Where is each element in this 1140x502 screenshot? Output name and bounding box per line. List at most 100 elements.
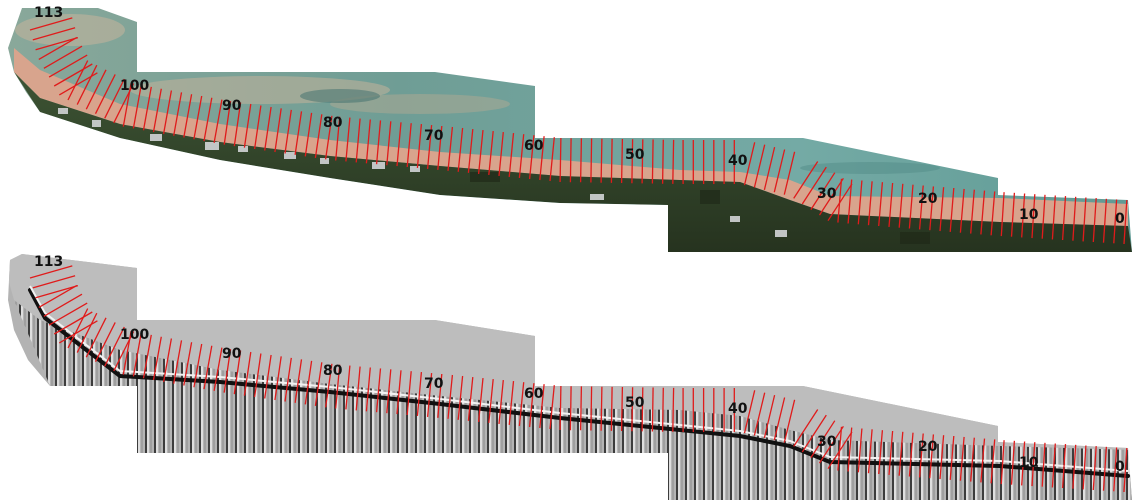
transect-line xyxy=(48,54,88,78)
transect-label: 90 xyxy=(222,346,242,362)
vegetation-band xyxy=(14,72,1132,252)
transect-line xyxy=(793,161,819,199)
transect-line xyxy=(335,116,341,161)
transect-line xyxy=(773,149,786,193)
transect-line xyxy=(631,387,634,432)
transect-line xyxy=(773,397,786,441)
transect-line xyxy=(233,350,242,395)
transect-line xyxy=(918,433,924,478)
transect-line xyxy=(1102,198,1108,243)
transect-line xyxy=(264,354,272,399)
transect-line xyxy=(213,99,223,144)
hillshade-panel xyxy=(8,254,1132,500)
transect-line xyxy=(447,374,454,419)
transect-line xyxy=(104,326,125,367)
transect-line xyxy=(837,426,843,471)
transect-line xyxy=(253,353,262,398)
transect-label: 30 xyxy=(817,434,837,450)
transect-label: 50 xyxy=(625,395,645,411)
transect-line xyxy=(857,428,863,473)
transect-line xyxy=(990,439,996,484)
transects-top xyxy=(29,17,1128,245)
transect-line xyxy=(559,385,562,431)
transect-line xyxy=(426,373,433,417)
transect-label: 40 xyxy=(728,153,748,169)
transect-line xyxy=(437,373,443,418)
transect-line xyxy=(1031,442,1036,487)
transect-line xyxy=(233,102,242,147)
transect-line xyxy=(498,380,504,424)
transect-label: 20 xyxy=(918,191,938,207)
transect-line xyxy=(1010,440,1016,485)
transect-label: 60 xyxy=(524,138,544,154)
transect-line xyxy=(193,343,203,388)
transect-line xyxy=(949,187,955,232)
transect-line xyxy=(35,284,79,299)
transect-line xyxy=(631,139,634,184)
transect-line xyxy=(243,351,252,396)
transect-line xyxy=(1082,445,1087,490)
transect-line xyxy=(898,431,904,476)
transect-line xyxy=(85,69,107,110)
transect-line xyxy=(1041,194,1046,239)
transect-line xyxy=(743,142,756,186)
transects-bottom xyxy=(29,265,1128,493)
transect-line xyxy=(94,74,116,114)
transect-line xyxy=(193,95,203,140)
transect-line xyxy=(753,144,766,188)
transect-line xyxy=(641,387,644,432)
transect-line xyxy=(32,275,76,289)
transect-labels-top: 113 100 90 80 70 60 50 40 30 20 10 0 xyxy=(34,5,1125,227)
transect-line xyxy=(162,90,173,135)
transect-label: 70 xyxy=(424,376,444,392)
transect-line xyxy=(477,378,484,422)
transect-line xyxy=(1113,447,1118,492)
transect-line xyxy=(243,103,252,148)
transect-line xyxy=(1031,194,1036,239)
transect-line xyxy=(67,308,89,349)
transect-line xyxy=(818,177,844,216)
transect-line xyxy=(396,370,402,415)
shallow-water-patch xyxy=(15,14,125,46)
transect-line xyxy=(980,438,986,483)
transect-line xyxy=(1051,443,1056,488)
transect-line xyxy=(1123,200,1128,245)
transect-line xyxy=(365,119,371,164)
transect-line xyxy=(223,349,232,393)
transect-line xyxy=(457,127,464,172)
transect-line xyxy=(355,366,361,411)
beach-sand xyxy=(14,48,1128,226)
transect-line xyxy=(416,372,423,416)
transect-line xyxy=(888,182,894,227)
transect-line xyxy=(970,437,975,482)
orthophoto-panel xyxy=(8,8,1132,252)
transect-line xyxy=(827,183,853,222)
transect-line xyxy=(173,340,183,384)
transect-line xyxy=(142,334,152,379)
transect-label: 10 xyxy=(1019,207,1039,223)
transect-line xyxy=(264,106,272,151)
transect-label: 100 xyxy=(120,327,149,343)
transect-line xyxy=(488,379,494,423)
transect-line xyxy=(274,356,282,401)
transect-line xyxy=(579,138,583,183)
transect-line xyxy=(939,435,945,480)
transect-line xyxy=(488,131,494,175)
transect-line xyxy=(857,180,863,225)
transect-line xyxy=(314,362,323,406)
transect-line xyxy=(67,60,89,101)
transect-line xyxy=(528,135,535,180)
transect-line xyxy=(672,387,675,432)
transect-line xyxy=(113,331,135,372)
transect-label: 20 xyxy=(918,439,938,455)
transect-line xyxy=(386,121,392,166)
transect-line xyxy=(132,84,142,129)
transect-line xyxy=(294,111,303,155)
transect-line xyxy=(104,78,125,119)
transect-line xyxy=(539,136,545,181)
transect-line xyxy=(1072,196,1077,241)
transect-line xyxy=(32,27,76,41)
transect-line xyxy=(53,63,93,87)
transect-line xyxy=(76,64,98,105)
transect-line xyxy=(406,123,412,168)
